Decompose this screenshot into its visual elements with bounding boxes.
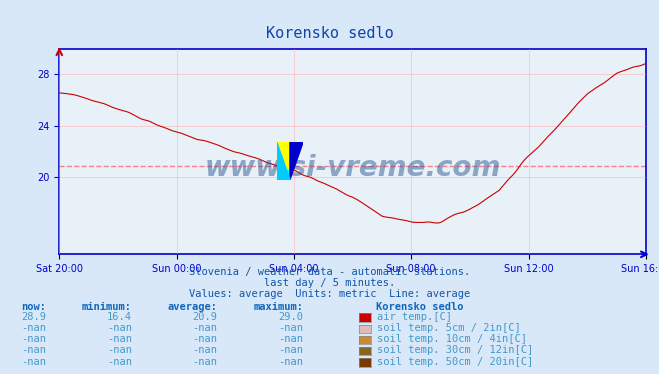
Polygon shape: [277, 142, 290, 180]
Text: now:: now:: [21, 303, 46, 312]
Text: maximum:: maximum:: [253, 303, 303, 312]
Text: -nan: -nan: [21, 323, 46, 333]
Text: soil temp. 5cm / 2in[C]: soil temp. 5cm / 2in[C]: [377, 323, 521, 333]
Text: air temp.[C]: air temp.[C]: [377, 312, 452, 322]
Bar: [277, 170, 290, 180]
Text: Values: average  Units: metric  Line: average: Values: average Units: metric Line: aver…: [189, 289, 470, 299]
Text: average:: average:: [167, 303, 217, 312]
Text: 16.4: 16.4: [107, 312, 132, 322]
Text: Korensko sedlo: Korensko sedlo: [376, 303, 463, 312]
Text: 20.9: 20.9: [192, 312, 217, 322]
Text: -nan: -nan: [192, 334, 217, 344]
Text: www.si-vreme.com: www.si-vreme.com: [204, 154, 501, 182]
Text: -nan: -nan: [192, 346, 217, 355]
Text: Slovenia / weather data - automatic stations.: Slovenia / weather data - automatic stat…: [189, 267, 470, 277]
Text: Korensko sedlo: Korensko sedlo: [266, 26, 393, 41]
Text: -nan: -nan: [278, 357, 303, 367]
Text: 28.9: 28.9: [21, 312, 46, 322]
Text: -nan: -nan: [278, 323, 303, 333]
Text: -nan: -nan: [278, 346, 303, 355]
Text: -nan: -nan: [107, 323, 132, 333]
Text: -nan: -nan: [107, 334, 132, 344]
Bar: [277, 142, 290, 170]
Text: minimum:: minimum:: [82, 303, 132, 312]
Text: -nan: -nan: [107, 346, 132, 355]
Text: -nan: -nan: [278, 334, 303, 344]
Text: -nan: -nan: [21, 346, 46, 355]
Text: -nan: -nan: [107, 357, 132, 367]
Text: -nan: -nan: [21, 357, 46, 367]
Text: soil temp. 10cm / 4in[C]: soil temp. 10cm / 4in[C]: [377, 334, 527, 344]
Text: soil temp. 50cm / 20in[C]: soil temp. 50cm / 20in[C]: [377, 357, 533, 367]
Text: -nan: -nan: [192, 323, 217, 333]
Text: -nan: -nan: [192, 357, 217, 367]
Text: -nan: -nan: [21, 334, 46, 344]
Text: soil temp. 30cm / 12in[C]: soil temp. 30cm / 12in[C]: [377, 346, 533, 355]
Text: 29.0: 29.0: [278, 312, 303, 322]
Text: last day / 5 minutes.: last day / 5 minutes.: [264, 278, 395, 288]
Polygon shape: [290, 142, 303, 180]
